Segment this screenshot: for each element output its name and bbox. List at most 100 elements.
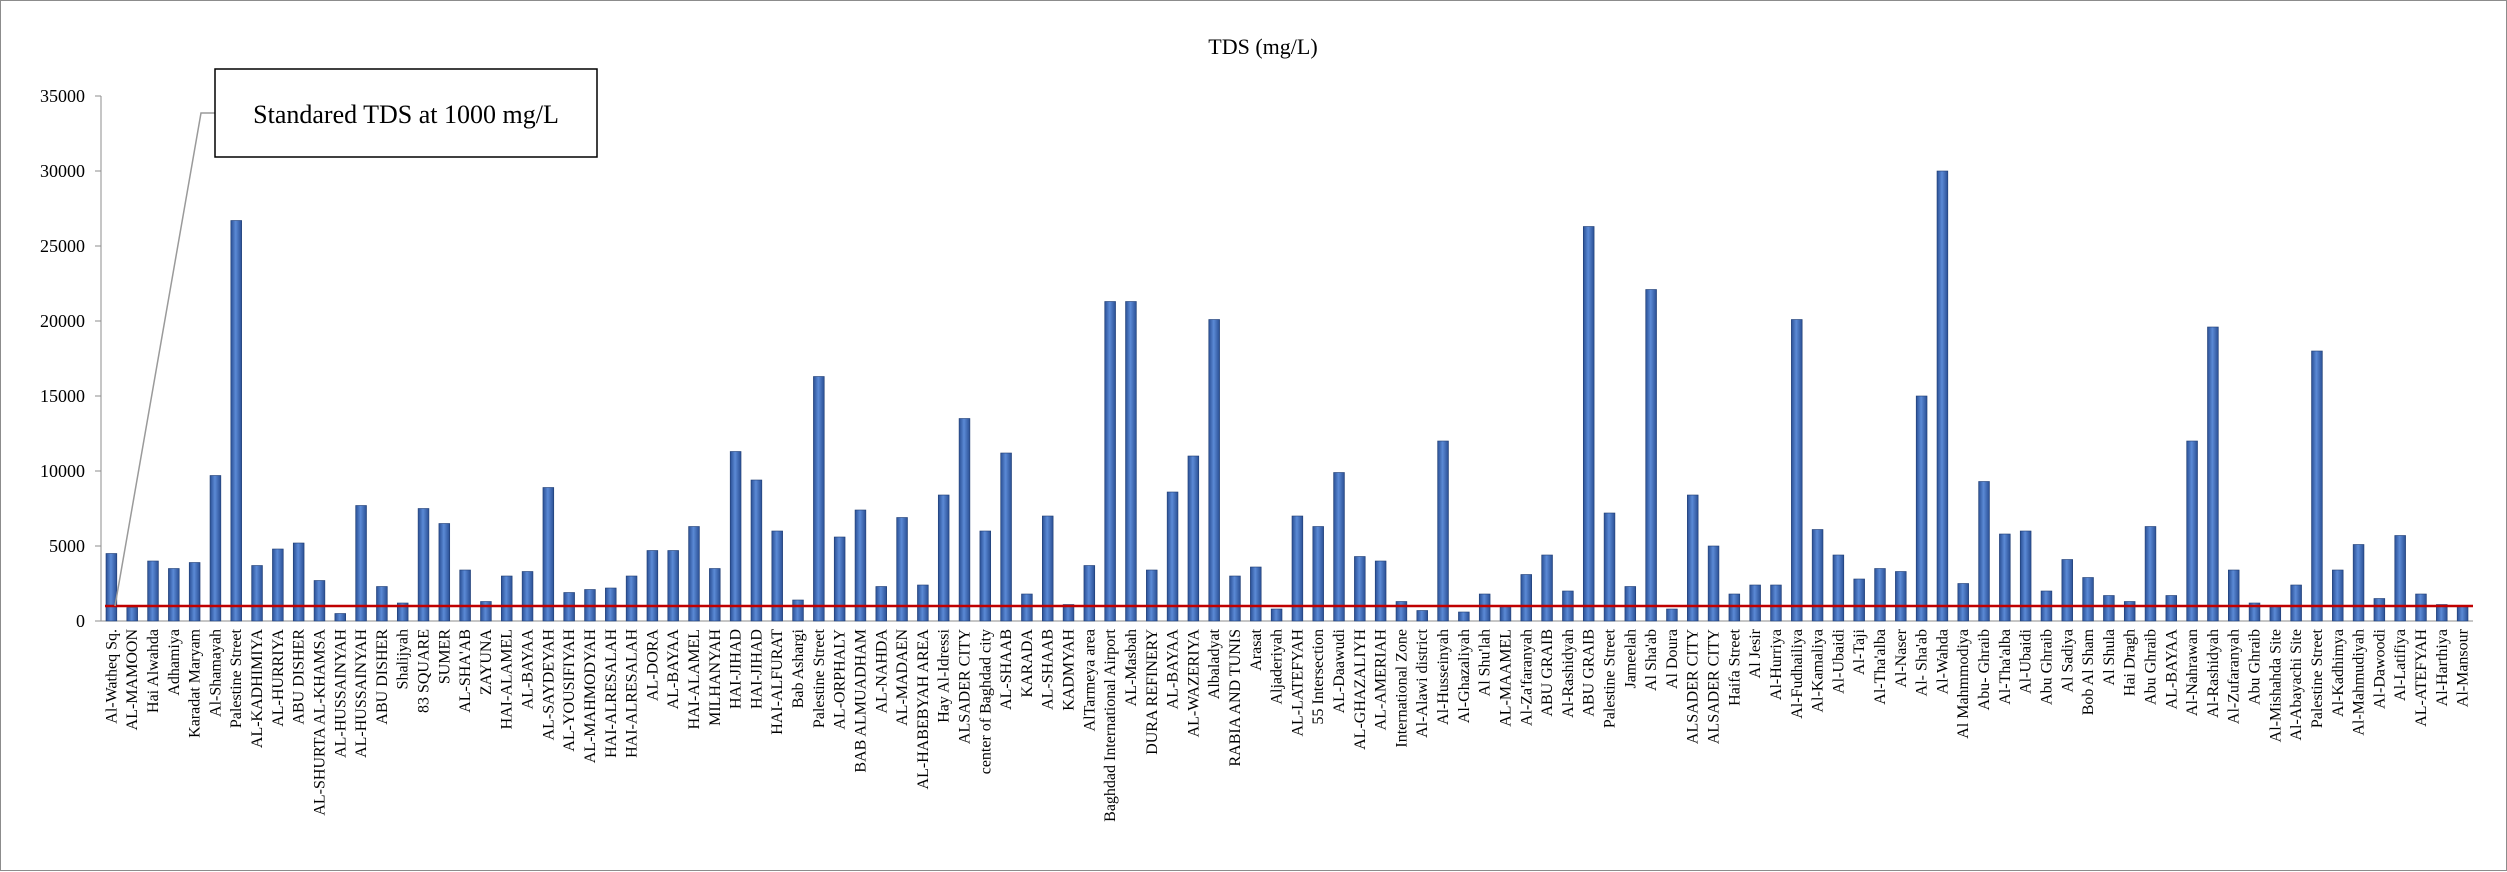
bar [1811, 529, 1824, 622]
y-tick-label: 30000 [40, 161, 85, 181]
x-category-label: Abu Ghraib [2247, 629, 2264, 705]
x-category-label: AL-MAMOON [124, 629, 141, 731]
x-category-label: Hai Dragh [2122, 629, 2139, 696]
bar [1270, 608, 1283, 622]
x-category-label: AL-YOUSIFIYAH [561, 629, 578, 752]
bar [625, 575, 638, 622]
bar [438, 523, 451, 622]
x-category-label: 55 Intersection [1310, 629, 1327, 725]
x-category-label: HAI-ALRESALAH [624, 629, 641, 758]
callout-leader-line [114, 112, 215, 607]
bar [709, 568, 721, 622]
x-category-label: KARADA [1019, 629, 1036, 698]
bar [313, 580, 326, 622]
bar [376, 586, 388, 622]
bar [292, 542, 305, 622]
bar [2352, 544, 2365, 622]
x-category-label: Al-Naser [1893, 628, 1910, 687]
x-category-label: Palestine Street [2309, 628, 2326, 728]
bar [1021, 593, 1033, 622]
bar [1520, 574, 1532, 622]
y-tick-label: 5000 [49, 536, 85, 556]
bar [2144, 526, 2157, 622]
x-category-label: AL-MAHMODYAH [582, 629, 599, 764]
bar [1915, 395, 1928, 622]
x-category-label: HAI-ALAMEL [499, 629, 516, 729]
x-category-label: AL-SHAAB [998, 629, 1015, 710]
x-category-label: AL-BAYAA [665, 629, 682, 710]
bar [813, 376, 825, 622]
bar [1333, 472, 1345, 622]
bar [1395, 601, 1408, 622]
x-category-label: DURA REFINERY [1144, 629, 1161, 755]
bar [1666, 608, 1678, 622]
bar [209, 475, 222, 622]
x-category-label: Hai Alwahda [145, 629, 162, 713]
x-category-label: SUMER [436, 629, 453, 684]
bar [937, 494, 950, 622]
x-category-label: HAI-ALAMEL [686, 629, 703, 729]
x-category-label: Al-Fudhailiya [1789, 629, 1806, 719]
bar [1582, 226, 1595, 622]
x-category-label: Bob Al Sham [2080, 628, 2097, 715]
x-category-label: Abu- Ghraib [1976, 629, 1993, 710]
bar [605, 587, 617, 622]
bar [1895, 571, 1907, 622]
bar [1291, 515, 1304, 622]
bar [667, 550, 679, 622]
x-category-label: AL-NAHDA [873, 629, 890, 714]
bar [2456, 605, 2469, 622]
bar [792, 599, 804, 622]
x-category-label: AL-MADAEN [894, 629, 911, 726]
bar [1187, 455, 1200, 622]
x-category-label: AL-WAZERIYA [1185, 629, 1202, 738]
bar [417, 508, 430, 622]
category-labels: Al-Watheq Sq. AL-MAMOON Hai Alwahda Adhamiy… [103, 628, 2471, 822]
x-category-label: AL-ORPHALY [832, 629, 849, 730]
bar [2165, 595, 2178, 622]
bar [1416, 610, 1428, 622]
x-category-label: Al-Mansour [2455, 628, 2472, 707]
bar [1354, 556, 1366, 622]
x-category-label: Al-Kadhimya [2330, 629, 2347, 717]
x-category-label: AL-ATEFYAH [2413, 629, 2430, 727]
bar [1000, 452, 1012, 622]
x-category-label: Adhamiya [166, 629, 183, 696]
bar [1166, 491, 1179, 622]
x-category-label: AL-LATEFYAH [1289, 629, 1306, 737]
x-category-label: AL-HUSSAINYAH [353, 629, 370, 758]
x-category-label: Al Sadiya [2059, 629, 2076, 693]
x-category-label: Al-Alawi district [1414, 628, 1431, 737]
x-category-label: Al-Ubaidi [2018, 628, 2035, 693]
x-category-label: HAI-ALFURAT [769, 629, 786, 735]
bar [2061, 559, 2073, 622]
bar [2103, 595, 2115, 622]
bar [1624, 586, 1637, 622]
x-category-label: AL-GHAZALIYH [1352, 629, 1369, 750]
reference-line-label: Standared TDS at 1000 mg/L [253, 100, 559, 129]
bar [1687, 494, 1699, 622]
bar [1603, 512, 1616, 622]
x-category-label: Al-Tha'alba [1872, 629, 1889, 705]
bar [1832, 554, 1845, 622]
x-category-label: AL-MAAMEL [1497, 629, 1514, 727]
x-category-label: ALSADER CITY [1685, 629, 1702, 745]
bar-series [105, 170, 2469, 622]
bar [355, 505, 367, 622]
x-category-label: HAI-ALRESALAH [603, 629, 620, 758]
bar [1229, 575, 1241, 622]
chart-title: TDS (mg/L) [1208, 34, 1317, 59]
x-category-label: MILHANYAH [707, 629, 724, 726]
x-category-label: ALSADER CITY [956, 629, 973, 745]
bar [1707, 545, 1720, 622]
x-category-label: AL-SHURTA AL-KHAMSA [311, 629, 328, 816]
x-category-label: Al-Zufaranyah [2226, 629, 2243, 724]
y-tick-label: 20000 [40, 311, 85, 331]
x-category-label: RABIA AND TUNIS [1227, 629, 1244, 767]
x-category-label: Al-Harthiya [2434, 629, 2451, 706]
bar [896, 517, 908, 622]
bar [750, 479, 763, 622]
x-category-label: Bab Ashargi [790, 628, 807, 708]
x-category-label: Al-Shamayah [207, 629, 224, 717]
